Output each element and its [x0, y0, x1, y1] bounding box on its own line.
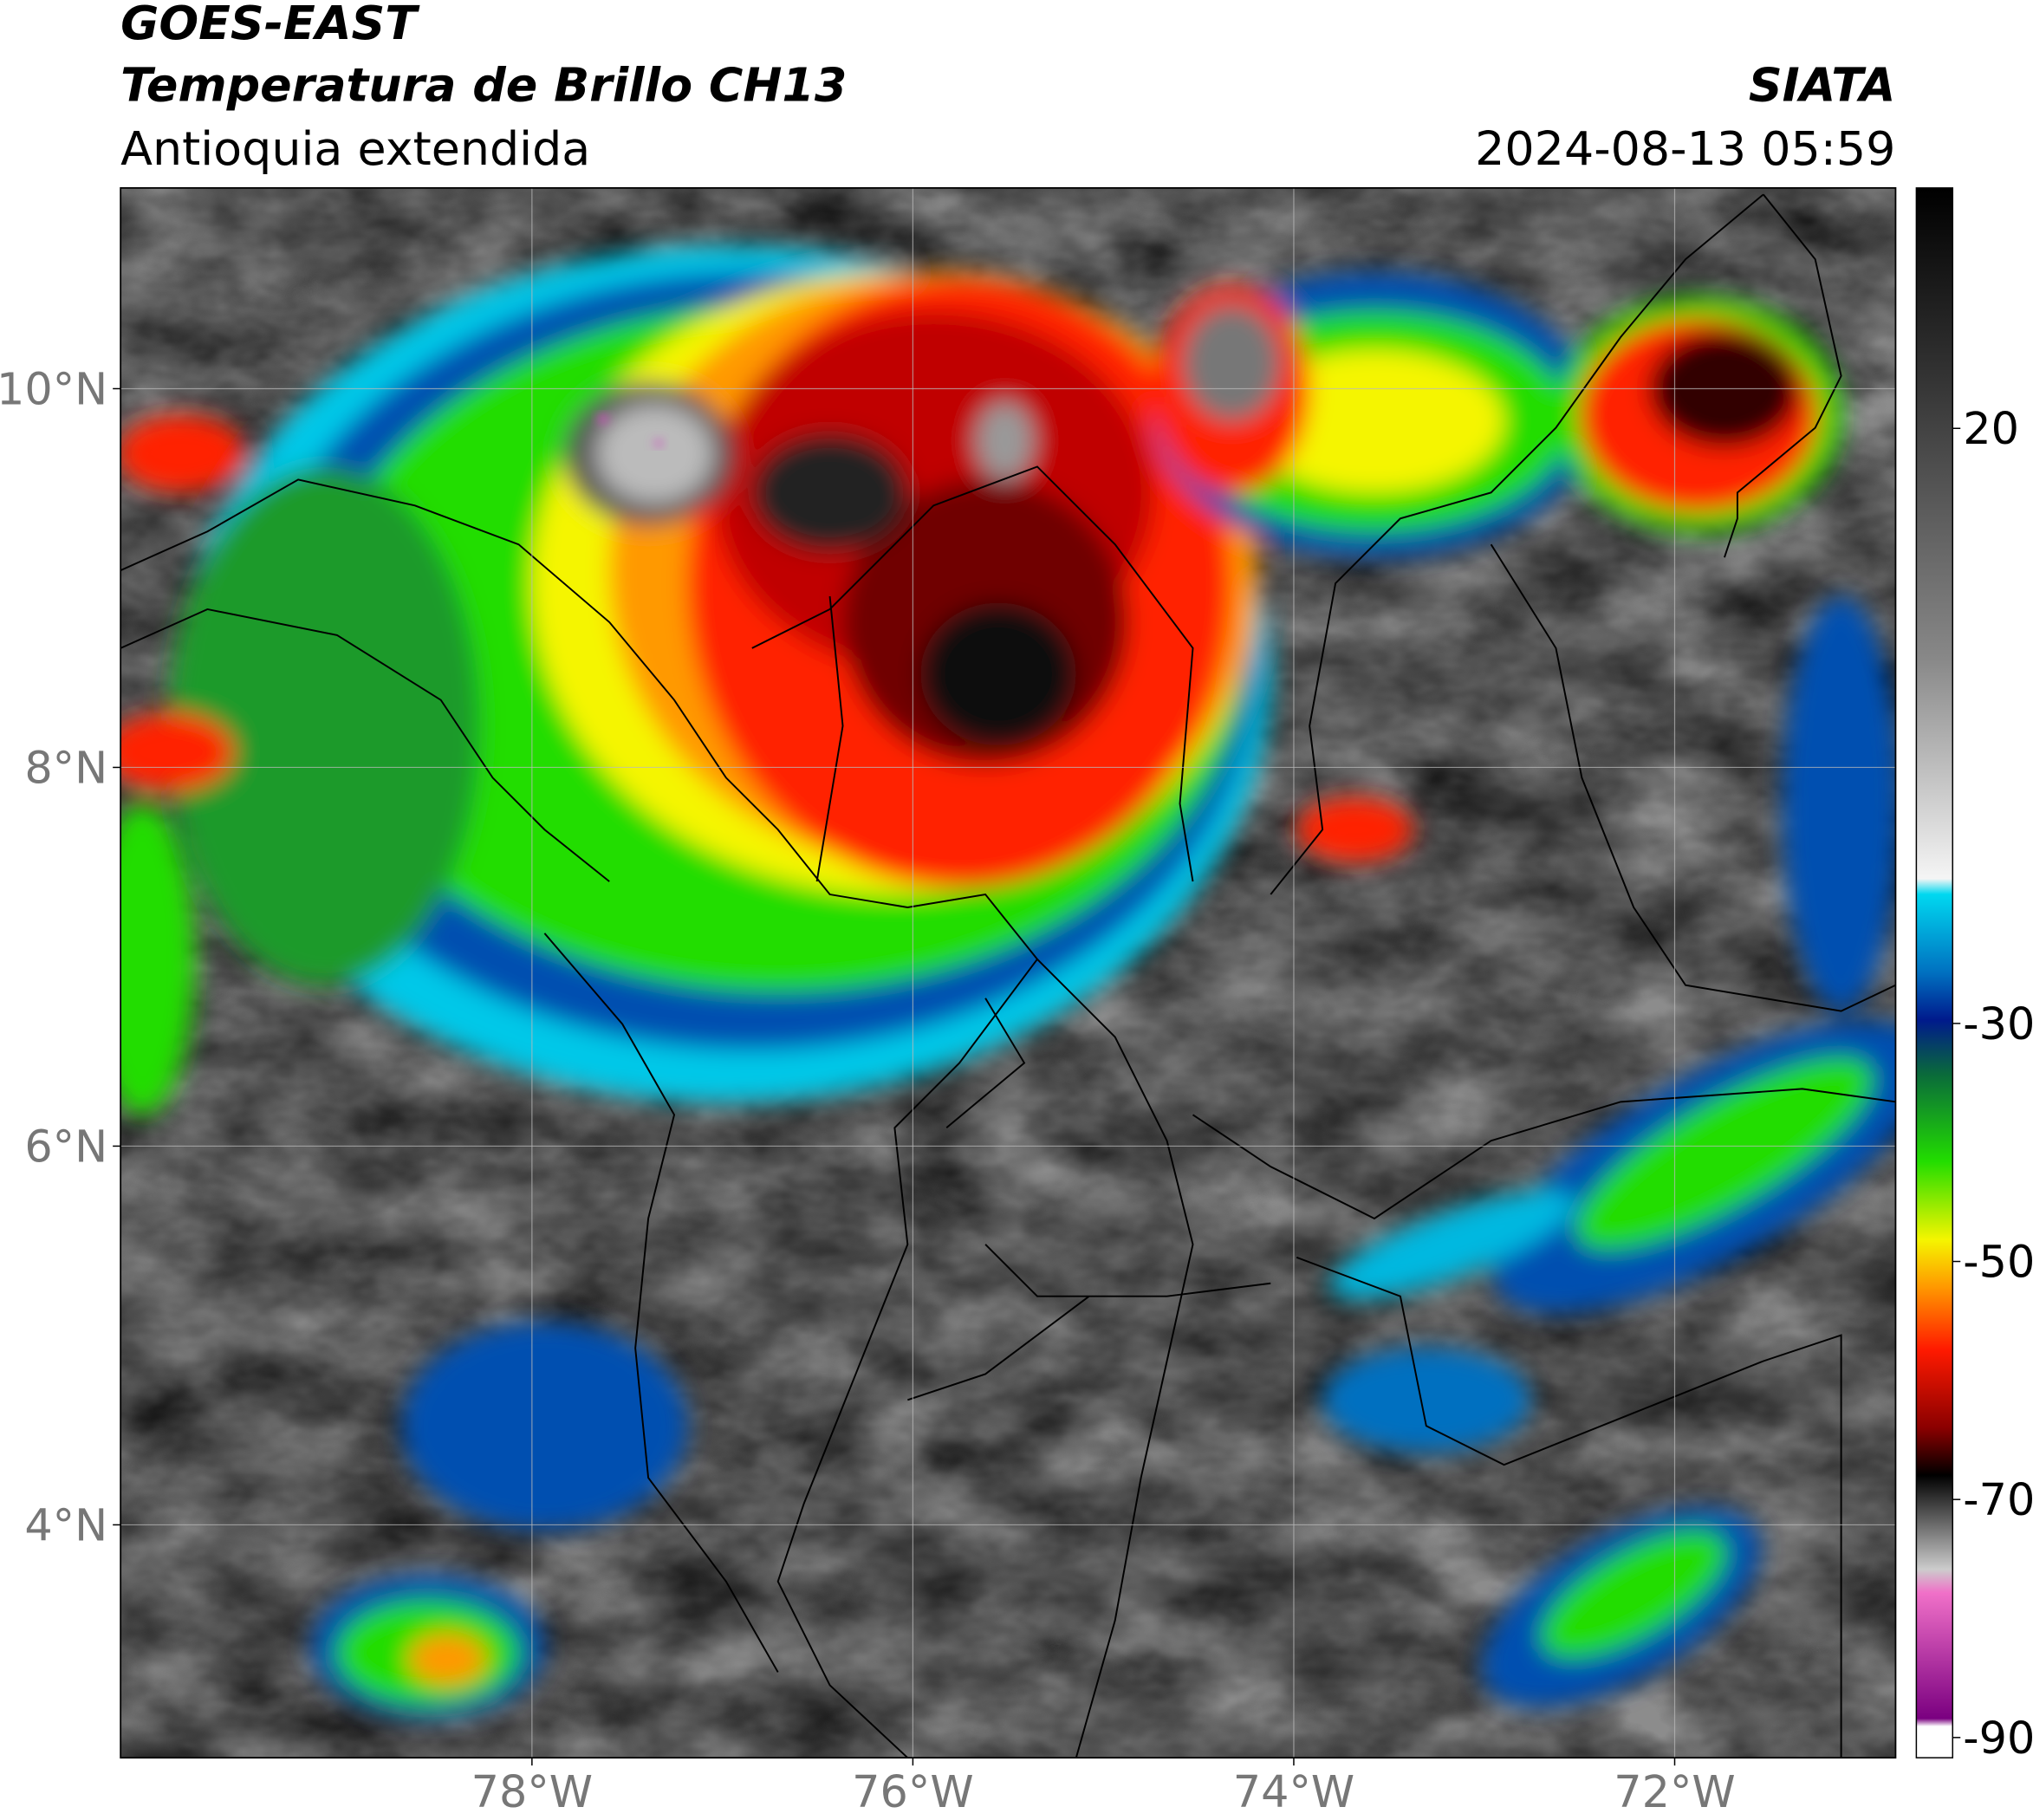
- lon-tick-label: 72°W: [1614, 1766, 1735, 1817]
- map-frame: [120, 186, 1897, 1759]
- colorbar-tick-label: 20: [1963, 403, 2019, 454]
- region: Antioquia extendida: [120, 121, 590, 176]
- lon-tick-label: 76°W: [852, 1766, 973, 1817]
- satellite-image: [120, 187, 1896, 1758]
- lon-tick-label: 74°W: [1233, 1766, 1354, 1817]
- lat-tick-label: 10°N: [0, 363, 107, 414]
- title: GOES-EAST: [120, 0, 420, 50]
- colorbar: [1915, 187, 1954, 1758]
- borders: [120, 193, 1896, 1758]
- colorbar-tick-label: -70: [1963, 1474, 2033, 1525]
- colorbar-tick-label: -50: [1963, 1236, 2033, 1287]
- timestamp: 2024-08-13 05:59: [1475, 121, 1895, 176]
- subtitle: Temperatura de Brillo CH13: [120, 58, 847, 113]
- lat-tick-label: 6°N: [24, 1121, 107, 1172]
- source: SIATA: [1749, 58, 1896, 113]
- colorbar-tick-label: -30: [1963, 998, 2033, 1050]
- lat-tick-label: 8°N: [24, 742, 107, 793]
- lon-tick-label: 78°W: [471, 1766, 593, 1817]
- colorbar-tick-label: -90: [1963, 1713, 2033, 1764]
- lat-tick-label: 4°N: [24, 1499, 107, 1550]
